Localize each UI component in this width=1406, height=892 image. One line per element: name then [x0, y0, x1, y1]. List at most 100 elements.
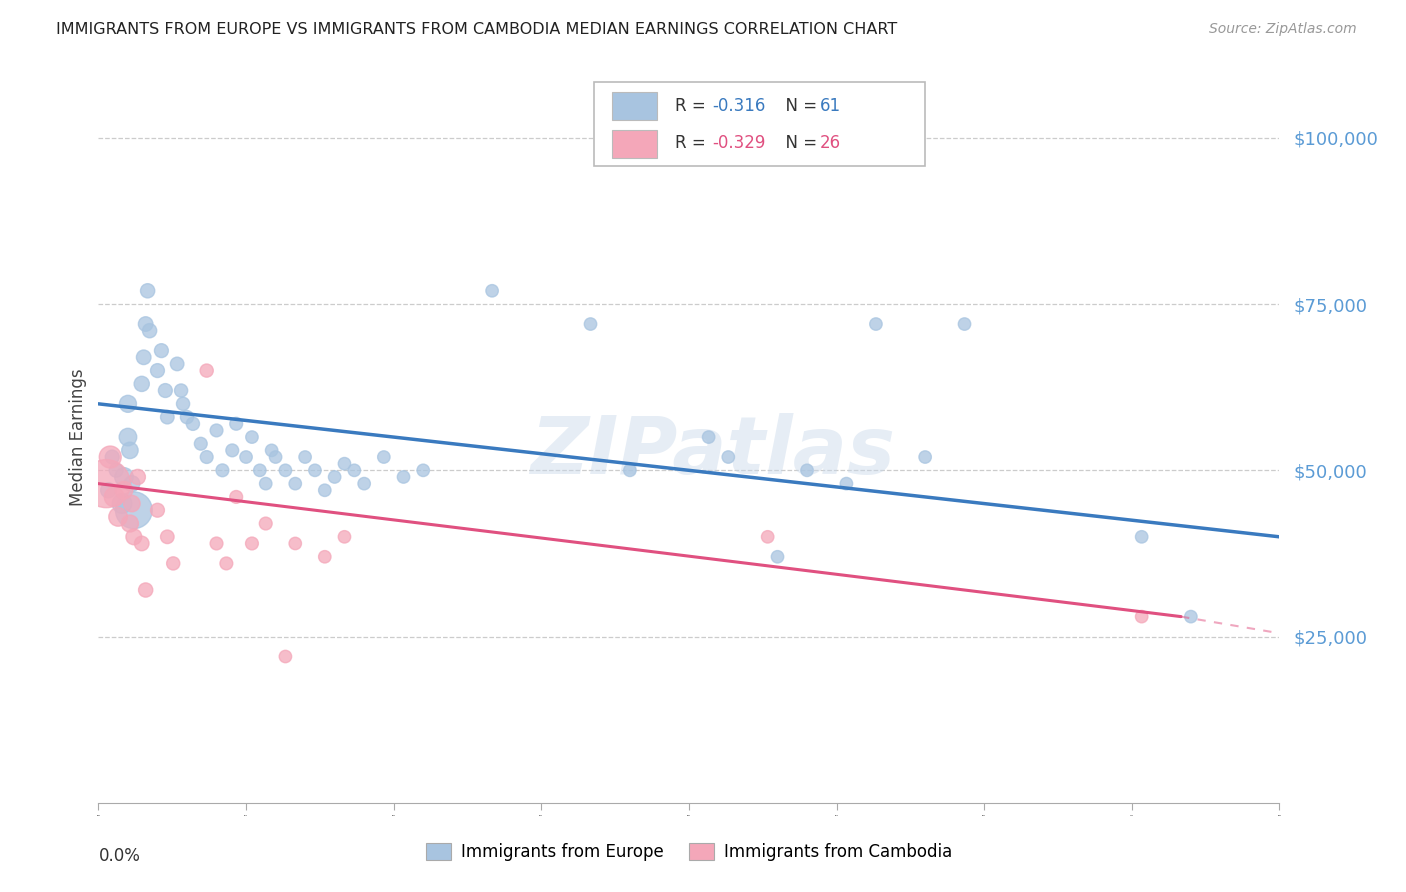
Point [579, 317, 602, 331]
Point [170, 384, 193, 398]
Point [101, 450, 124, 464]
Point [122, 503, 145, 517]
Point [138, 324, 160, 338]
Point [118, 443, 141, 458]
Point [215, 557, 238, 571]
Point [235, 450, 257, 464]
Text: -0.329: -0.329 [713, 134, 766, 152]
Point [274, 463, 297, 477]
Point [117, 430, 139, 444]
Point [240, 536, 263, 550]
Point [121, 497, 143, 511]
Point [274, 649, 297, 664]
Point [127, 470, 149, 484]
Point [1180, 609, 1202, 624]
Text: -0.316: -0.316 [713, 97, 766, 115]
Point [166, 357, 188, 371]
Point [284, 536, 307, 550]
Text: N =: N = [775, 134, 823, 152]
Text: 26: 26 [820, 134, 841, 152]
Point [146, 363, 169, 377]
Text: 0.0%: 0.0% [98, 847, 141, 864]
Point [150, 343, 173, 358]
Point [146, 503, 169, 517]
Point [112, 470, 135, 484]
Point [190, 436, 212, 450]
Point [323, 470, 346, 484]
Point [195, 450, 218, 464]
Point [195, 363, 218, 377]
Point [181, 417, 204, 431]
Text: R =: R = [675, 134, 711, 152]
Point [118, 516, 141, 531]
Point [172, 397, 194, 411]
Point [343, 463, 366, 477]
Text: Source: ZipAtlas.com: Source: ZipAtlas.com [1209, 22, 1357, 37]
Point [796, 463, 818, 477]
Point [176, 410, 198, 425]
Text: N =: N = [775, 97, 823, 115]
Y-axis label: Median Earnings: Median Earnings [69, 368, 87, 506]
Point [314, 549, 336, 564]
Point [97, 483, 120, 498]
Point [1130, 609, 1153, 624]
Point [353, 476, 375, 491]
Point [156, 410, 179, 425]
Point [412, 463, 434, 477]
Point [717, 450, 740, 464]
Point [481, 284, 503, 298]
Point [136, 284, 159, 298]
Point [254, 476, 277, 491]
Point [260, 443, 283, 458]
Point [392, 470, 415, 484]
Point [304, 463, 326, 477]
Point [254, 516, 277, 531]
Text: 61: 61 [820, 97, 841, 115]
Point [225, 490, 247, 504]
Point [835, 476, 858, 491]
Point [865, 317, 887, 331]
Point [953, 317, 976, 331]
Point [107, 509, 129, 524]
Point [697, 430, 720, 444]
Point [135, 582, 157, 597]
Legend: Immigrants from Europe, Immigrants from Cambodia: Immigrants from Europe, Immigrants from … [419, 836, 959, 868]
Point [314, 483, 336, 498]
Point [132, 351, 155, 365]
Point [96, 476, 118, 491]
Point [205, 424, 228, 438]
Bar [612, 130, 657, 158]
Point [117, 397, 139, 411]
Point [1130, 530, 1153, 544]
Point [121, 476, 143, 491]
Point [225, 417, 247, 431]
FancyBboxPatch shape [595, 82, 925, 167]
Point [240, 430, 263, 444]
Point [131, 376, 153, 391]
Point [156, 530, 179, 544]
Point [333, 530, 356, 544]
Point [373, 450, 395, 464]
Point [333, 457, 356, 471]
Point [294, 450, 316, 464]
Point [122, 530, 145, 544]
Point [264, 450, 287, 464]
Text: ZIPatlas: ZIPatlas [530, 413, 896, 491]
Point [131, 536, 153, 550]
Text: IMMIGRANTS FROM EUROPE VS IMMIGRANTS FROM CAMBODIA MEDIAN EARNINGS CORRELATION C: IMMIGRANTS FROM EUROPE VS IMMIGRANTS FRO… [56, 22, 897, 37]
Point [619, 463, 641, 477]
Point [284, 476, 307, 491]
Point [103, 490, 125, 504]
Point [112, 483, 135, 498]
Point [98, 450, 121, 464]
Point [221, 443, 243, 458]
Point [162, 557, 184, 571]
Point [249, 463, 271, 477]
Point [105, 463, 128, 477]
Point [155, 384, 177, 398]
Point [756, 530, 779, 544]
Text: R =: R = [675, 97, 711, 115]
Point [766, 549, 789, 564]
Point [111, 497, 134, 511]
Point [135, 317, 157, 331]
